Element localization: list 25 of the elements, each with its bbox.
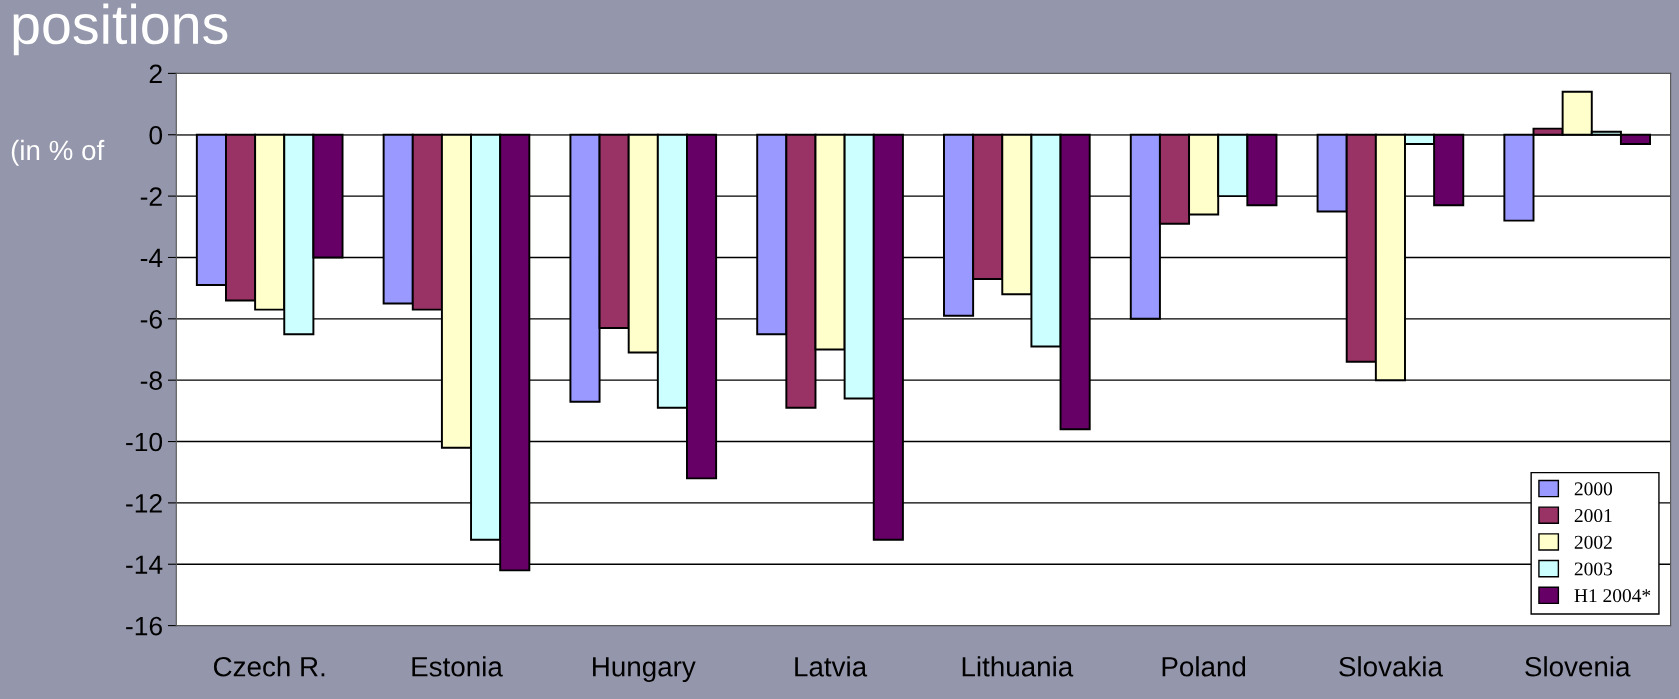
x-tick-label: Poland	[1162, 656, 1246, 677]
y-tick-label: -14	[126, 555, 163, 574]
y-tick-label: 0	[149, 125, 163, 145]
x-tick-label: Slovenia	[1525, 656, 1631, 677]
chart-title: positions	[13, 3, 228, 56]
y-tick-label: -10	[126, 432, 163, 452]
y-tick-label: -2	[140, 187, 162, 206]
x-tick-label: Czech R.	[213, 656, 325, 677]
y-tick-label: -4	[140, 248, 163, 268]
y-tick-label: 2	[149, 64, 162, 83]
legend-label: 2003	[1574, 562, 1613, 576]
legend-label: 2000	[1574, 482, 1613, 496]
legend-label: H1 2004*	[1574, 589, 1651, 603]
legend-label: 2001	[1574, 509, 1612, 523]
text: (in % of	[11, 139, 105, 166]
y-tick-label: -16	[126, 616, 162, 636]
y-tick-label: -6	[140, 309, 162, 329]
x-tick-label: Lithuania	[962, 656, 1074, 677]
x-tick-label: Slovakia	[1339, 656, 1443, 677]
legend-label: 2002	[1574, 535, 1612, 549]
y-tick-label: -8	[140, 371, 162, 390]
x-tick-label: Hungary	[593, 657, 696, 683]
y-tick-label: -12	[126, 494, 162, 513]
x-tick-label: Estonia	[412, 656, 503, 677]
x-tick-label: Latvia	[795, 656, 868, 677]
